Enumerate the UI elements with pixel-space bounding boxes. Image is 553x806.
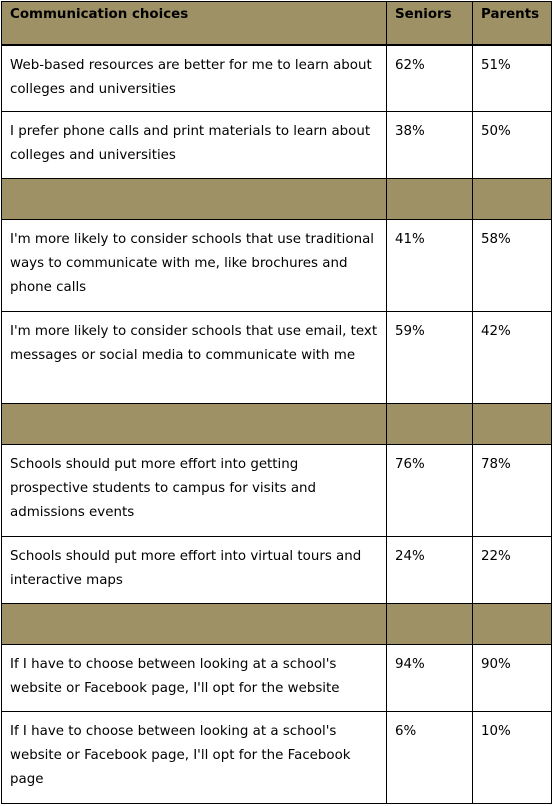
statement-cell: If I have to choose between looking at a… [1,711,387,804]
table-row: If I have to choose between looking at a… [1,644,552,712]
parents-cell: 58% [472,219,552,312]
table-header-row: Communication choices Seniors Parents [1,1,552,46]
separator-cell [472,178,552,220]
separator-cell [472,603,552,645]
table-row: Schools should put more effort into virt… [1,536,552,604]
header-communication-choices: Communication choices [1,1,387,46]
table-row: If I have to choose between looking at a… [1,711,552,804]
seniors-cell: 62% [386,44,473,112]
separator-row [1,178,552,220]
table-row: Web-based resources are better for me to… [1,44,552,112]
statement-cell: If I have to choose between looking at a… [1,644,387,712]
separator-cell [1,603,387,645]
seniors-cell: 6% [386,711,473,804]
parents-cell: 42% [472,311,552,404]
parents-cell: 78% [472,444,552,537]
parents-cell: 22% [472,536,552,604]
statement-cell: I'm more likely to consider schools that… [1,219,387,312]
parents-cell: 90% [472,644,552,712]
separator-row [1,603,552,645]
separator-row [1,403,552,445]
header-seniors: Seniors [386,1,473,46]
table-row: I'm more likely to consider schools that… [1,219,552,312]
separator-cell [386,403,473,445]
statement-cell: Schools should put more effort into gett… [1,444,387,537]
separator-cell [472,403,552,445]
statement-cell: Web-based resources are better for me to… [1,44,387,112]
table-row: I'm more likely to consider schools that… [1,311,552,404]
separator-cell [1,403,387,445]
seniors-cell: 38% [386,111,473,179]
seniors-cell: 76% [386,444,473,537]
separator-cell [386,178,473,220]
separator-cell [386,603,473,645]
parents-cell: 10% [472,711,552,804]
seniors-cell: 94% [386,644,473,712]
separator-cell [1,178,387,220]
seniors-cell: 59% [386,311,473,404]
statement-cell: I'm more likely to consider schools that… [1,311,387,404]
table-row: I prefer phone calls and print materials… [1,111,552,179]
header-parents: Parents [472,1,552,46]
statement-cell: I prefer phone calls and print materials… [1,111,387,179]
seniors-cell: 41% [386,219,473,312]
parents-cell: 51% [472,44,552,112]
table-row: Schools should put more effort into gett… [1,444,552,537]
statement-cell: Schools should put more effort into virt… [1,536,387,604]
parents-cell: 50% [472,111,552,179]
seniors-cell: 24% [386,536,473,604]
